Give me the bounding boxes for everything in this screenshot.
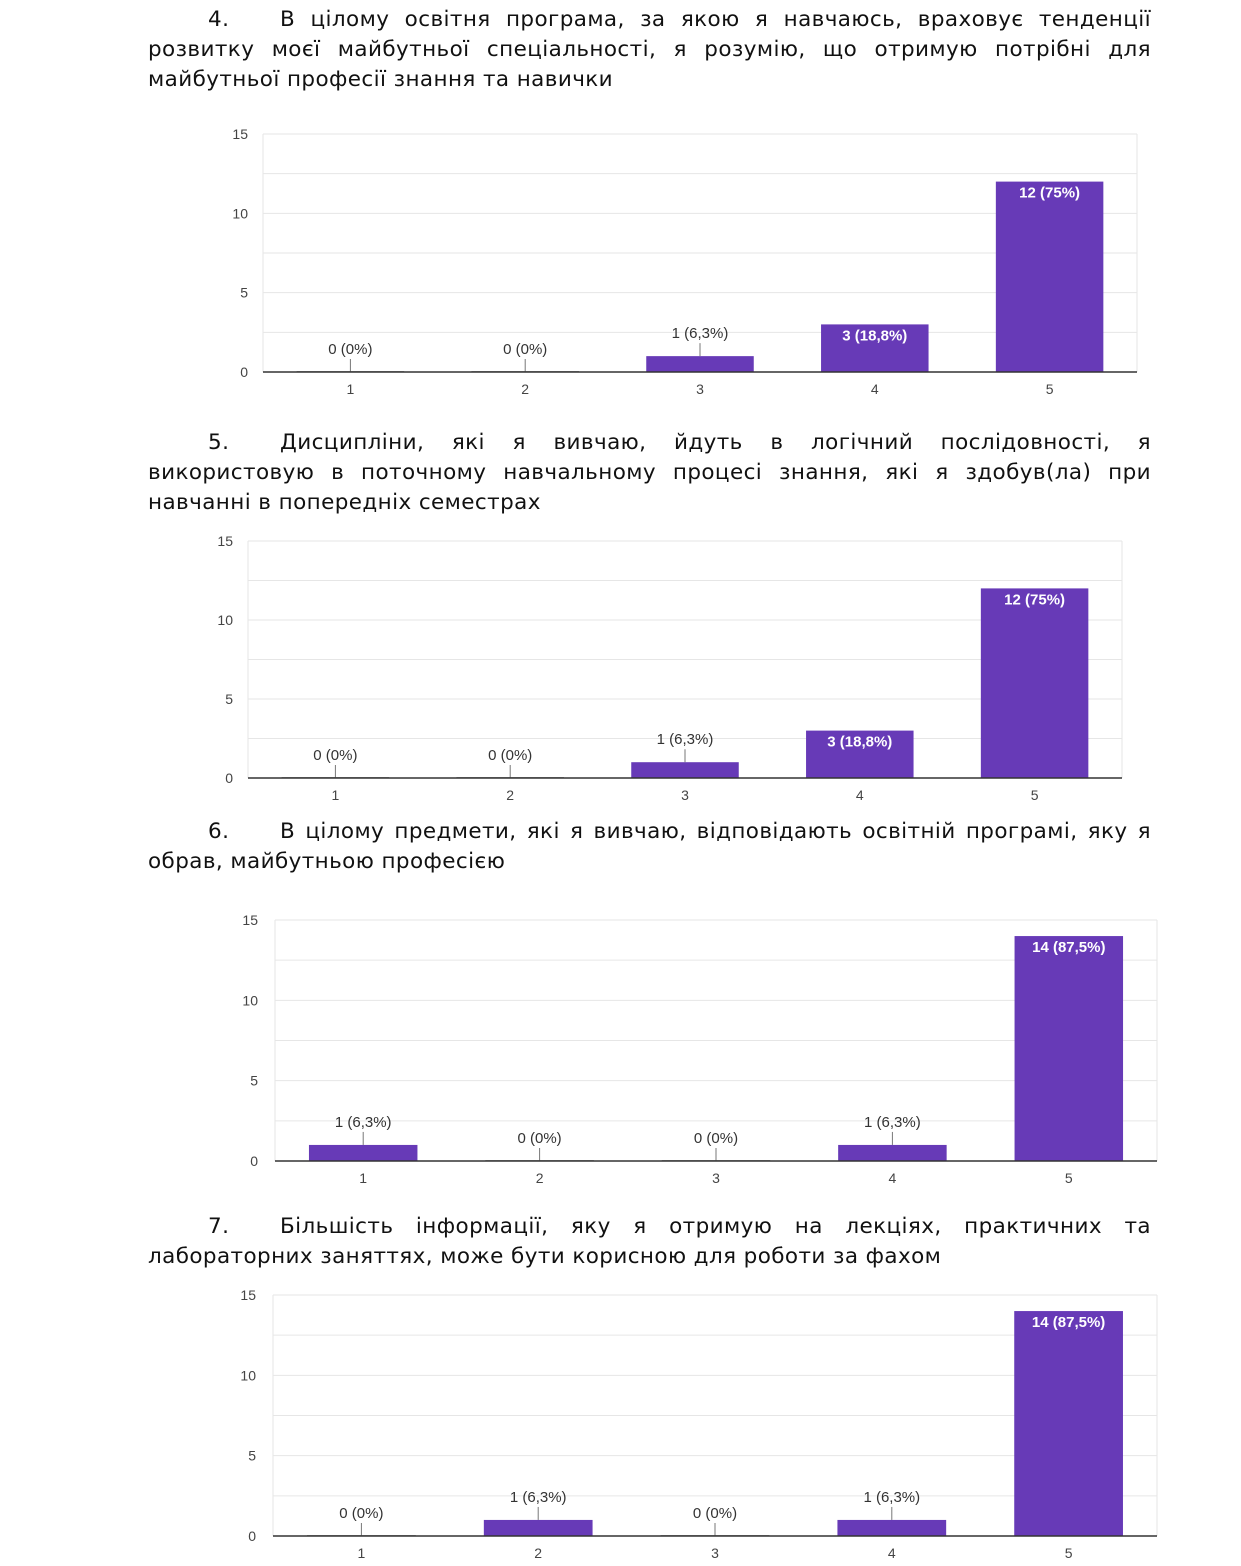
x-tick-label: 1: [358, 1545, 366, 1561]
x-tick-label: 2: [521, 381, 529, 397]
data-label: 0 (0%): [328, 341, 372, 358]
bar-4: [838, 1144, 947, 1161]
bar-4: [821, 324, 929, 372]
question-number: 7.: [208, 1214, 230, 1239]
data-label: 0 (0%): [518, 1130, 562, 1147]
question-6: 6. В цілому предмети, які я вивчаю, відпо…: [148, 817, 1151, 877]
x-tick-label: 1: [359, 1170, 367, 1186]
question-number: 6.: [208, 819, 230, 844]
x-tick-label: 4: [856, 787, 864, 803]
data-label: 0 (0%): [693, 1505, 737, 1522]
chart-question-6: 0 5 10 15 1 (6,3%) 1 0 (0%) 2 0 (0%) 3 1 (6,3%) 4 14…: [242, 912, 1158, 1186]
bar-1: [308, 1144, 418, 1161]
question-4: 4. В цілому освітня програма, за якою я н…: [148, 5, 1151, 95]
question-5: 5. Дисципліни, які я вивчаю, йдуть в логі…: [148, 428, 1151, 518]
x-tick-label: 1: [332, 787, 340, 803]
chart-question-7: 0 5 10 15 0 (0%) 1 1 (6,3%) 2 0 (0%) 3 1 (6,3%) 4 14…: [240, 1287, 1158, 1561]
y-tick-label: 10: [217, 612, 233, 628]
x-tick-label: 5: [1065, 1170, 1073, 1186]
y-tick-label: 15: [240, 1287, 256, 1303]
data-label: 3 (18,8%): [827, 734, 892, 751]
x-tick-label: 1: [347, 381, 355, 397]
x-tick-label: 3: [696, 381, 704, 397]
bar-5: [980, 588, 1089, 778]
bar-3: [631, 762, 739, 778]
x-tick-label: 5: [1031, 787, 1039, 803]
data-label: 12 (75%): [1004, 591, 1065, 608]
x-tick-label: 2: [534, 1545, 542, 1561]
x-tick-label: 5: [1065, 1545, 1073, 1561]
data-label: 1 (6,3%): [864, 1114, 921, 1131]
bar-5: [1014, 936, 1124, 1161]
y-tick-label: 5: [240, 285, 248, 301]
y-tick-label: 0: [248, 1528, 256, 1544]
data-label: 0 (0%): [694, 1130, 738, 1147]
question-text: Дисципліни, які я вивчаю, йдуть в логічн…: [148, 430, 1151, 515]
data-label: 0 (0%): [313, 747, 357, 764]
y-tick-label: 10: [232, 205, 248, 221]
chart-question-5: 0 5 10 15 0 (0%) 1 0 (0%) 2 1 (6,3%) 3 3 (18,8%) 4 1…: [217, 533, 1123, 803]
x-tick-label: 2: [506, 787, 514, 803]
bar-5: [995, 181, 1104, 372]
x-tick-label: 4: [871, 381, 879, 397]
data-label: 1 (6,3%): [672, 325, 729, 342]
x-tick-label: 3: [712, 1170, 720, 1186]
data-label: 0 (0%): [488, 747, 532, 764]
x-tick-label: 5: [1046, 381, 1054, 397]
data-label: 1 (6,3%): [335, 1114, 392, 1131]
y-tick-label: 5: [248, 1448, 256, 1464]
y-tick-label: 15: [217, 533, 233, 549]
data-label: 0 (0%): [503, 341, 547, 358]
bar-4: [806, 730, 914, 778]
question-text: В цілому освітня програма, за якою я нав…: [148, 7, 1151, 92]
y-tick-label: 0: [225, 770, 233, 786]
y-tick-label: 15: [242, 912, 258, 928]
x-tick-label: 3: [681, 787, 689, 803]
data-label: 0 (0%): [339, 1505, 383, 1522]
bar-2: [483, 1519, 593, 1536]
data-label: 14 (87,5%): [1032, 1314, 1105, 1331]
bar-5: [1014, 1311, 1123, 1536]
question-text: Більшість інформації, яку я отримую на л…: [148, 1214, 1151, 1269]
data-label: 12 (75%): [1019, 185, 1080, 202]
question-text: В цілому предмети, які я вивчаю, відпові…: [148, 819, 1151, 874]
question-7: 7. Більшість інформації, яку я отримую на…: [148, 1212, 1151, 1272]
data-label: 1 (6,3%): [657, 731, 714, 748]
x-tick-label: 2: [536, 1170, 544, 1186]
y-tick-label: 10: [242, 992, 258, 1008]
data-label: 1 (6,3%): [863, 1489, 920, 1506]
x-tick-label: 3: [711, 1545, 719, 1561]
y-tick-label: 0: [250, 1153, 258, 1169]
y-tick-label: 10: [240, 1367, 256, 1383]
data-label: 1 (6,3%): [510, 1489, 567, 1506]
x-tick-label: 4: [889, 1170, 897, 1186]
y-tick-label: 5: [225, 691, 233, 707]
data-label: 3 (18,8%): [842, 327, 907, 344]
y-tick-label: 15: [232, 126, 248, 142]
question-number: 5.: [208, 430, 230, 455]
chart-question-4: 0 5 10 15 0 (0%) 1 0 (0%) 2 1 (6,3%) 3 3 (18,8%) 4 1…: [232, 126, 1138, 397]
data-label: 14 (87,5%): [1032, 939, 1105, 956]
bar-4: [837, 1519, 947, 1536]
question-number: 4.: [208, 7, 230, 32]
y-tick-label: 5: [250, 1073, 258, 1089]
bar-3: [646, 356, 754, 372]
x-tick-label: 4: [888, 1545, 896, 1561]
y-tick-label: 0: [240, 364, 248, 380]
